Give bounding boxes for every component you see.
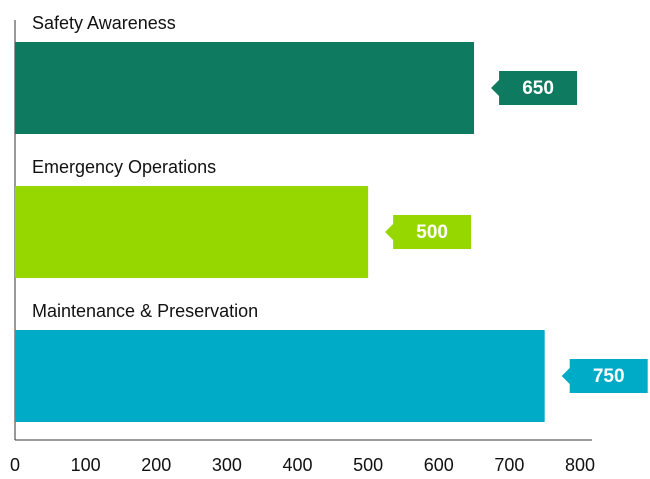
x-tick-label: 800 [565, 455, 595, 475]
value-label: 650 [522, 78, 554, 99]
category-label: Maintenance & Preservation [32, 301, 258, 321]
category-label: Safety Awareness [32, 13, 176, 33]
value-callout [385, 215, 472, 249]
bar [15, 42, 475, 134]
x-tick-label: 300 [212, 455, 242, 475]
bar [15, 186, 369, 278]
x-tick-label: 600 [424, 455, 454, 475]
x-tick-label: 200 [141, 455, 171, 475]
bar [15, 330, 545, 422]
category-label: Emergency Operations [32, 157, 216, 177]
x-tick-label: 500 [353, 455, 383, 475]
value-callout [561, 359, 648, 393]
x-tick-label: 400 [282, 455, 312, 475]
value-callout [491, 71, 578, 105]
value-label: 750 [593, 366, 625, 387]
x-tick-label: 100 [71, 455, 101, 475]
value-label: 500 [416, 222, 448, 243]
x-tick-label: 0 [10, 455, 20, 475]
x-tick-label: 700 [494, 455, 524, 475]
